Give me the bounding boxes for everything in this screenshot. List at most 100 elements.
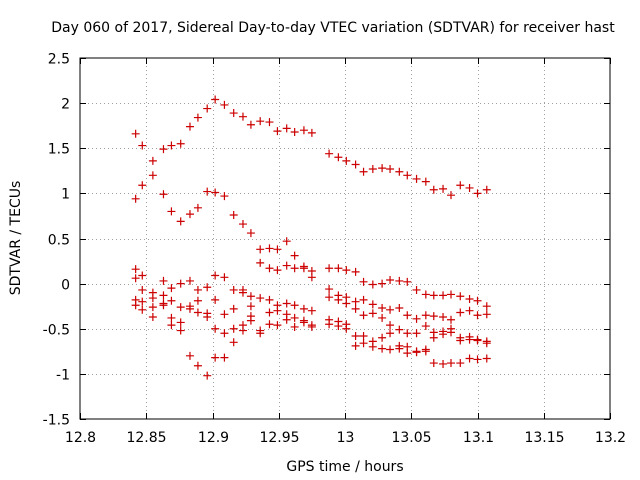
data-point-upper [403, 171, 412, 180]
y-tick-label: 2.5 [48, 52, 70, 68]
data-point-upper [368, 165, 377, 174]
data-point-second [265, 244, 274, 253]
data-point-lower [273, 306, 282, 315]
data-point-third [386, 276, 395, 285]
x-tick-label: 13.05 [391, 430, 431, 446]
data-point-third [403, 277, 412, 286]
data-point-lower [368, 337, 377, 346]
data-point-lower [403, 349, 412, 358]
data-point-upper [131, 129, 140, 138]
data-point-third [456, 292, 465, 301]
data-point-lower [229, 338, 238, 347]
data-point-fourth [447, 315, 455, 324]
data-point-second [220, 192, 229, 201]
data-point-fourth [282, 299, 291, 308]
x-tick-label: 13.15 [524, 430, 564, 446]
data-point-third [473, 296, 482, 305]
data-point-second [368, 309, 377, 318]
data-point-fifth [456, 359, 465, 368]
data-point-fourth [439, 313, 448, 322]
data-point-upper [307, 128, 316, 137]
data-point-fourth [342, 293, 351, 302]
grid-layer [80, 58, 610, 419]
data-point-upper [342, 156, 351, 165]
data-point-second [290, 251, 299, 260]
data-point-third [131, 265, 140, 274]
data-point-third [359, 277, 368, 286]
data-point-fourth [473, 311, 482, 320]
data-point-upper [238, 112, 247, 121]
data-point-lower [473, 336, 482, 345]
data-point-third [167, 284, 176, 293]
data-point-fifth [290, 313, 299, 322]
data-point-upper [193, 113, 202, 122]
x-tick-label: 13 [337, 430, 355, 446]
data-point-third [465, 294, 474, 303]
data-point-fourth [211, 295, 220, 304]
data-point-upper [265, 118, 274, 127]
data-point-fourth [148, 294, 157, 303]
data-point-upper [299, 126, 308, 135]
data-point-lower [342, 324, 351, 333]
data-point-upper [325, 149, 334, 158]
data-point-second [412, 329, 421, 338]
data-point-fifth [473, 355, 482, 364]
data-point-upper [159, 145, 168, 154]
data-points [131, 95, 491, 380]
data-point-lower [386, 329, 395, 338]
data-point-second [386, 321, 395, 330]
data-point-fifth [378, 344, 387, 353]
data-point-lower [482, 339, 491, 348]
data-point-fourth [193, 296, 202, 305]
data-point-lower [185, 351, 194, 360]
data-point-fifth [203, 313, 212, 322]
data-point-upper [447, 191, 455, 200]
data-point-fourth [238, 288, 247, 297]
data-point-lower [465, 335, 474, 344]
data-point-lower [220, 353, 229, 362]
data-point-third [185, 276, 194, 285]
x-tick-label: 12.9 [198, 430, 229, 446]
data-point-upper [148, 156, 157, 165]
tick-layer: 12.8 12.85 12.9 12.95 13 13.05 13.1 13.15 13.2 -1… [43, 52, 626, 447]
data-point-lower [203, 371, 212, 380]
data-point-upper [334, 153, 343, 162]
data-point-fifth [193, 308, 202, 317]
data-point-fourth [290, 301, 299, 310]
data-point-upper [412, 174, 421, 183]
data-point-lower [193, 361, 202, 370]
data-point-fifth [429, 359, 438, 368]
data-point-upper [421, 177, 430, 186]
data-point-third [203, 283, 212, 292]
data-point-lower [395, 341, 404, 350]
data-point-lower [148, 313, 157, 322]
data-point-upper [378, 164, 387, 173]
data-point-lower [359, 331, 368, 340]
data-point-second [211, 188, 220, 197]
data-point-third [246, 292, 255, 301]
data-point-upper [246, 120, 255, 129]
data-point-fourth [167, 296, 176, 305]
data-point-third [412, 285, 421, 294]
y-tick-label: 1.5 [48, 142, 70, 158]
data-point-fourth [138, 285, 147, 294]
data-point-upper [386, 165, 395, 174]
data-point-lower [290, 322, 299, 331]
data-point-second [359, 311, 368, 320]
data-point-third [290, 264, 299, 273]
y-tick-label: 0 [61, 278, 70, 294]
data-point-upper [211, 95, 220, 104]
data-point-second [203, 187, 212, 196]
data-point-upper [290, 128, 299, 137]
data-point-lower [439, 327, 448, 336]
data-point-lower [429, 333, 438, 342]
data-point-lower [265, 308, 274, 317]
data-point-fifth [211, 324, 220, 333]
data-point-fourth [403, 311, 412, 320]
data-point-second [131, 194, 140, 203]
data-point-upper [220, 100, 229, 109]
data-point-third [334, 264, 343, 273]
x-tick-label: 12.8 [65, 430, 96, 446]
data-point-upper [395, 167, 404, 176]
data-point-second [167, 207, 176, 216]
